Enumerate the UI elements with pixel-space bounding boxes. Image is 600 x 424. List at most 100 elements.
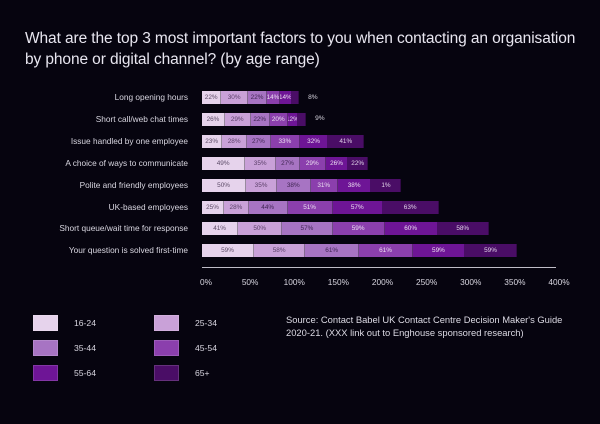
bar-segment-25-34: 35%: [246, 178, 277, 192]
x-tick-label: 350%: [504, 277, 526, 287]
data-label: 32%: [307, 137, 320, 145]
legend-swatch: [154, 315, 179, 331]
legend-label: 65+: [195, 368, 210, 378]
bar-segment-25-34: 58%: [254, 244, 306, 258]
bar-segment-16-24: 25%: [202, 200, 225, 214]
bar-segment-16-24: 50%: [202, 178, 247, 192]
category-label: A choice of ways to communicate: [65, 157, 188, 168]
data-label: 22%: [351, 159, 365, 167]
data-label: 27%: [281, 159, 294, 167]
x-tick-label: 250%: [416, 277, 438, 287]
x-tick-label: 100%: [283, 277, 305, 287]
data-label: 61%: [379, 247, 392, 255]
data-label: 35%: [253, 159, 267, 167]
data-label: 8%: [308, 93, 318, 101]
bar-segment-16-24: 22%: [202, 91, 222, 104]
bar-segment-35-44: 44%: [248, 200, 288, 214]
data-label: 61%: [325, 247, 339, 255]
data-label: 58%: [272, 247, 286, 255]
bar-segment-65plus: [298, 112, 307, 126]
bar-segment-25-34: 28%: [224, 200, 249, 214]
bar-segment-65plus: 41%: [328, 134, 365, 148]
bar-segment-16-24: 23%: [202, 134, 223, 148]
category-label: Short call/web chat times: [95, 113, 188, 124]
legend-swatch: [154, 365, 179, 381]
data-label: 1%: [381, 181, 391, 189]
data-label: 33%: [278, 137, 292, 145]
data-label: 41%: [339, 137, 353, 145]
legend-label: 16-24: [74, 318, 96, 328]
bar-segment-16-24: 49%: [202, 156, 246, 170]
data-label: 23%: [205, 137, 219, 145]
data-label: 38%: [286, 181, 300, 189]
data-label: 14%: [267, 94, 280, 101]
data-label: 30%: [227, 94, 241, 101]
bar-segment-65plus: [292, 91, 300, 104]
bar-segment-25-34: 30%: [221, 91, 248, 104]
data-label: 35%: [254, 181, 268, 189]
x-tick-label: 400%: [548, 277, 570, 287]
data-label: 14%: [279, 94, 292, 101]
data-label: 9%: [315, 115, 325, 123]
data-label: 50%: [217, 181, 230, 189]
bar-segment-45-54: 61%: [359, 244, 413, 258]
category-label: Your question is solved first-time: [68, 245, 188, 256]
chart-title: What are the top 3 most important factor…: [25, 30, 576, 68]
bar-segment-65plus: 1%: [371, 178, 402, 192]
bar-segment-45-54: 14%: [267, 91, 280, 104]
bar-segment-55-64: 38%: [337, 178, 372, 192]
data-label: 57%: [300, 225, 314, 233]
data-label: 29%: [230, 115, 244, 123]
x-tick-label: 50%: [241, 277, 259, 287]
bar-segment-45-54: 20%: [269, 112, 288, 126]
legend-label: 35-44: [74, 343, 96, 353]
data-label: 59%: [432, 247, 445, 255]
bar-segment-16-24: 59%: [202, 244, 255, 258]
bar-segment-35-44: 61%: [305, 244, 360, 258]
data-label: 38%: [347, 181, 361, 189]
bar-segment-55-64: 26%: [325, 156, 349, 170]
legend-swatch: [33, 315, 58, 331]
x-tick-label: 0%: [200, 277, 212, 287]
x-tick-label: 200%: [371, 277, 394, 287]
data-label: 22%: [253, 115, 267, 123]
legend-label: 25-34: [195, 318, 217, 328]
bar-segment-45-54: 33%: [270, 134, 300, 148]
bar-segment-45-54: 29%: [299, 156, 326, 170]
bar-segment-55-64: 57%: [332, 200, 383, 214]
bar-segment-35-44: 57%: [282, 222, 333, 236]
bar-segment-55-64: 59%: [412, 244, 465, 258]
bar-segment-35-44: 27%: [276, 156, 300, 170]
bar-segment-35-44: 38%: [277, 178, 311, 192]
data-label: 59%: [351, 225, 365, 233]
category-label: Polite and friendly employees: [79, 179, 188, 190]
bar-segment-25-34: 28%: [222, 134, 247, 148]
data-label: 49%: [216, 159, 230, 167]
bar-segment-45-54: 31%: [310, 178, 338, 192]
bar-segment-55-64: 12%: [287, 112, 299, 126]
data-label: 12%: [288, 115, 299, 123]
data-label: 31%: [317, 181, 331, 189]
bar-segment-65plus: 58%: [437, 222, 489, 236]
category-label: Issue handled by one employee: [70, 135, 188, 146]
bar-segment-65plus: 22%: [348, 156, 368, 170]
legend-swatch: [33, 365, 58, 381]
data-label: 27%: [252, 137, 265, 145]
legend-swatch: [33, 340, 58, 356]
data-label: 29%: [305, 159, 319, 167]
data-label: 44%: [261, 203, 275, 211]
data-label: 51%: [303, 203, 316, 211]
category-label: UK-based employees: [108, 201, 188, 212]
bar-segment-55-64: 60%: [384, 222, 438, 236]
bar-segment-45-54: 51%: [287, 200, 333, 214]
data-label: 63%: [403, 203, 417, 211]
x-tick-label: 300%: [460, 277, 482, 287]
bar-segment-25-34: 50%: [238, 222, 283, 236]
bar-segment-45-54: 59%: [332, 222, 385, 236]
bar-segment-35-44: 22%: [247, 91, 268, 104]
bar-segment-16-24: 41%: [202, 222, 239, 236]
bar-segment-16-24: 26%: [202, 112, 225, 126]
category-label: Long opening hours: [114, 92, 188, 102]
bar-segment-35-44: 27%: [247, 134, 271, 148]
data-label: 25%: [206, 203, 219, 211]
